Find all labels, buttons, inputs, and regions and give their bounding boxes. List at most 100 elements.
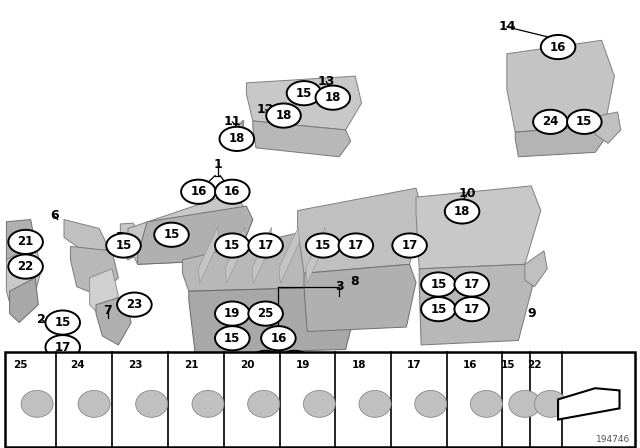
Text: 18: 18 [275,109,292,122]
Text: 16: 16 [550,40,566,54]
Circle shape [567,110,602,134]
Polygon shape [123,240,142,260]
Polygon shape [6,244,42,314]
Circle shape [215,326,250,350]
Polygon shape [515,125,608,157]
Text: 15: 15 [430,302,447,316]
Circle shape [316,86,350,110]
Text: 17: 17 [463,302,480,316]
Text: 19: 19 [296,360,310,370]
Text: 20: 20 [257,356,274,370]
Polygon shape [253,121,351,157]
Text: 23: 23 [126,298,143,311]
Circle shape [287,81,321,105]
Ellipse shape [534,390,566,417]
Polygon shape [10,278,38,323]
Text: 18: 18 [228,132,245,146]
Polygon shape [96,296,131,345]
Polygon shape [246,76,362,130]
Circle shape [339,233,373,258]
Text: 4: 4 [274,334,283,347]
Circle shape [421,297,456,321]
Text: 15: 15 [54,316,71,329]
Text: 25: 25 [13,360,28,370]
Polygon shape [198,227,219,283]
Polygon shape [138,206,253,264]
Text: 21: 21 [17,235,34,249]
Circle shape [154,223,189,247]
Text: 15: 15 [315,239,332,252]
Ellipse shape [136,390,168,417]
Circle shape [45,310,80,335]
Text: 25: 25 [257,307,274,320]
Text: 18: 18 [351,360,366,370]
Circle shape [421,272,456,297]
Circle shape [215,302,250,326]
Text: 17: 17 [463,278,480,291]
Circle shape [541,35,575,59]
Ellipse shape [21,390,53,417]
Ellipse shape [415,390,447,417]
Polygon shape [279,227,300,283]
Circle shape [8,254,43,279]
Text: 15: 15 [430,278,447,291]
Ellipse shape [303,390,335,417]
Text: 17: 17 [257,239,274,252]
Text: 16: 16 [270,332,287,345]
Circle shape [220,127,254,151]
Circle shape [445,199,479,224]
Circle shape [454,272,489,297]
Ellipse shape [248,390,280,417]
Text: 15: 15 [163,228,180,241]
Circle shape [45,335,80,359]
Text: 15: 15 [224,239,241,252]
Text: 23: 23 [128,360,143,370]
Circle shape [248,233,283,258]
Text: 22: 22 [17,260,34,273]
Ellipse shape [192,390,224,417]
Text: 13: 13 [317,75,335,88]
Text: 15: 15 [576,115,593,129]
Text: 17: 17 [407,360,422,370]
Text: 22: 22 [527,360,541,370]
Polygon shape [525,251,547,287]
Polygon shape [306,227,326,283]
Text: 14: 14 [498,20,516,34]
Circle shape [248,351,283,375]
Polygon shape [558,388,620,420]
Text: 16: 16 [286,356,303,370]
Text: 17: 17 [348,239,364,252]
Text: 7: 7 [103,303,112,317]
Text: 24: 24 [542,115,559,129]
Circle shape [215,233,250,258]
Text: 19: 19 [224,307,241,320]
Text: 2: 2 [37,313,46,326]
Circle shape [106,233,141,258]
Polygon shape [595,112,621,143]
FancyBboxPatch shape [5,352,635,447]
Text: 8: 8 [350,275,359,288]
Text: 20: 20 [240,360,255,370]
Circle shape [277,351,312,375]
Text: 24: 24 [70,360,85,370]
Circle shape [306,233,340,258]
Circle shape [215,180,250,204]
Text: 18: 18 [324,91,341,104]
Ellipse shape [470,390,502,417]
Polygon shape [64,220,109,255]
Polygon shape [6,220,35,269]
Polygon shape [189,287,357,354]
Polygon shape [419,264,532,345]
Circle shape [261,326,296,350]
Text: 17: 17 [54,340,71,354]
Text: 21: 21 [184,360,199,370]
Text: 12: 12 [257,103,275,116]
Polygon shape [70,246,118,296]
Circle shape [533,110,568,134]
Polygon shape [298,188,422,273]
Circle shape [181,180,216,204]
Text: 5: 5 [116,231,125,244]
Ellipse shape [509,390,541,417]
Text: 1: 1 [213,158,222,172]
Text: 9: 9 [527,307,536,320]
